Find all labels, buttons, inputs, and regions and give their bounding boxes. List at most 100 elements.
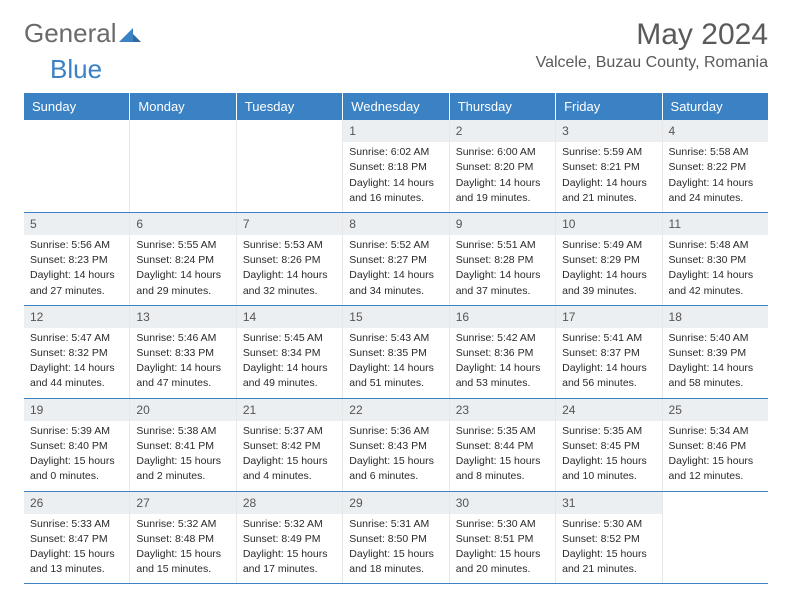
daylight-line-1: Daylight: 15 hours: [456, 547, 549, 561]
sunrise-line: Sunrise: 6:00 AM: [456, 145, 549, 159]
empty-cell: [130, 120, 236, 212]
day-cell: 28Sunrise: 5:32 AMSunset: 8:49 PMDayligh…: [237, 492, 343, 584]
sunrise-line: Sunrise: 5:47 AM: [30, 331, 123, 345]
calendar: SundayMondayTuesdayWednesdayThursdayFrid…: [24, 93, 768, 584]
sunset-line: Sunset: 8:26 PM: [243, 253, 336, 267]
day-number: 9: [450, 213, 555, 235]
daylight-line-2: and 51 minutes.: [349, 376, 442, 390]
day-cell: 21 Sunrise: 5:37 AMSunset: 8:42 PMDayligh…: [237, 399, 343, 491]
weekday-header-row: SundayMondayTuesdayWednesdayThursdayFrid…: [24, 93, 768, 120]
day-number: 1: [343, 120, 448, 142]
sunset-line: Sunset: 8:35 PM: [349, 346, 442, 360]
day-body: Sunrise: 5:33 AMSunset: 8:47 PMDaylight:…: [24, 514, 129, 584]
sunset-line: Sunset: 8:44 PM: [456, 439, 549, 453]
day-cell: 5Sunrise: 5:56 AMSunset: 8:23 PMDaylight…: [24, 213, 130, 305]
day-cell: 18Sunrise: 5:40 AMSunset: 8:39 PMDayligh…: [663, 306, 768, 398]
sunrise-line: Sunrise: 5:34 AM: [669, 424, 762, 438]
day-cell: 17Sunrise: 5:41 AMSunset: 8:37 PMDayligh…: [556, 306, 662, 398]
daylight-line-1: Daylight: 14 hours: [30, 361, 123, 375]
daylight-line-1: Daylight: 15 hours: [349, 454, 442, 468]
day-number: 31: [556, 492, 661, 514]
day-number: 30: [450, 492, 555, 514]
daylight-line-2: and 32 minutes.: [243, 284, 336, 298]
sunrise-line: Sunrise: 5:46 AM: [136, 331, 229, 345]
daylight-line-1: Daylight: 14 hours: [456, 176, 549, 190]
week-row: 5Sunrise: 5:56 AMSunset: 8:23 PMDaylight…: [24, 213, 768, 306]
sunrise-line: Sunrise: 5:43 AM: [349, 331, 442, 345]
daylight-line-2: and 27 minutes.: [30, 284, 123, 298]
sunset-line: Sunset: 8:45 PM: [562, 439, 655, 453]
day-body: Sunrise: 5:48 AMSunset: 8:30 PMDaylight:…: [663, 235, 768, 305]
daylight-line-2: and 13 minutes.: [30, 562, 123, 576]
sunrise-line: Sunrise: 5:52 AM: [349, 238, 442, 252]
day-body: Sunrise: 5:38 AMSunset: 8:41 PMDaylight:…: [130, 421, 235, 491]
day-body: Sunrise: 5:41 AMSunset: 8:37 PMDaylight:…: [556, 328, 661, 398]
daylight-line-1: Daylight: 15 hours: [243, 454, 336, 468]
day-cell: 14Sunrise: 5:45 AMSunset: 8:34 PMDayligh…: [237, 306, 343, 398]
sunrise-line: Sunrise: 5:55 AM: [136, 238, 229, 252]
day-number: 15: [343, 306, 448, 328]
daylight-line-2: and 16 minutes.: [349, 191, 442, 205]
day-cell: 16Sunrise: 5:42 AMSunset: 8:36 PMDayligh…: [450, 306, 556, 398]
day-cell: 15Sunrise: 5:43 AMSunset: 8:35 PMDayligh…: [343, 306, 449, 398]
day-number: 12: [24, 306, 129, 328]
sunset-line: Sunset: 8:22 PM: [669, 160, 762, 174]
day-cell: 19Sunrise: 5:39 AMSunset: 8:40 PMDayligh…: [24, 399, 130, 491]
day-cell: 29Sunrise: 5:31 AMSunset: 8:50 PMDayligh…: [343, 492, 449, 584]
daylight-line-2: and 15 minutes.: [136, 562, 229, 576]
sunset-line: Sunset: 8:52 PM: [562, 532, 655, 546]
sunrise-line: Sunrise: 5:36 AM: [349, 424, 442, 438]
daylight-line-2: and 56 minutes.: [562, 376, 655, 390]
daylight-line-1: Daylight: 15 hours: [562, 547, 655, 561]
day-number: 11: [663, 213, 768, 235]
sunset-line: Sunset: 8:20 PM: [456, 160, 549, 174]
day-number: 7: [237, 213, 342, 235]
day-number: 24: [556, 399, 661, 421]
sunrise-line: Sunrise: 5:35 AM: [456, 424, 549, 438]
empty-cell: [24, 120, 130, 212]
sunset-line: Sunset: 8:36 PM: [456, 346, 549, 360]
calendar-body: 1Sunrise: 6:02 AMSunset: 8:18 PMDaylight…: [24, 120, 768, 584]
daylight-line-2: and 6 minutes.: [349, 469, 442, 483]
day-body: Sunrise: 5:46 AMSunset: 8:33 PMDaylight:…: [130, 328, 235, 398]
sunset-line: Sunset: 8:21 PM: [562, 160, 655, 174]
day-cell: 3Sunrise: 5:59 AMSunset: 8:21 PMDaylight…: [556, 120, 662, 212]
day-cell: 24Sunrise: 5:35 AMSunset: 8:45 PMDayligh…: [556, 399, 662, 491]
day-body: Sunrise: 5:45 AMSunset: 8:34 PMDaylight:…: [237, 328, 342, 398]
sunset-line: Sunset: 8:42 PM: [243, 439, 336, 453]
day-cell: 7Sunrise: 5:53 AMSunset: 8:26 PMDaylight…: [237, 213, 343, 305]
week-row: 1Sunrise: 6:02 AMSunset: 8:18 PMDaylight…: [24, 120, 768, 213]
sunrise-line: Sunrise: 5:37 AM: [243, 424, 336, 438]
day-number: 4: [663, 120, 768, 142]
day-body: Sunrise: 5:52 AMSunset: 8:27 PMDaylight:…: [343, 235, 448, 305]
daylight-line-2: and 44 minutes.: [30, 376, 123, 390]
day-number: 20: [130, 399, 235, 421]
daylight-line-1: Daylight: 14 hours: [136, 361, 229, 375]
day-body: Sunrise: 6:02 AMSunset: 8:18 PMDaylight:…: [343, 142, 448, 212]
daylight-line-1: Daylight: 15 hours: [562, 454, 655, 468]
daylight-line-2: and 20 minutes.: [456, 562, 549, 576]
daylight-line-1: Daylight: 14 hours: [562, 361, 655, 375]
daylight-line-1: Daylight: 14 hours: [456, 268, 549, 282]
sunrise-line: Sunrise: 5:58 AM: [669, 145, 762, 159]
location-text: Valcele, Buzau County, Romania: [536, 54, 768, 72]
day-cell: 8Sunrise: 5:52 AMSunset: 8:27 PMDaylight…: [343, 213, 449, 305]
sunset-line: Sunset: 8:27 PM: [349, 253, 442, 267]
weekday-header: Saturday: [663, 93, 768, 120]
day-number: 27: [130, 492, 235, 514]
week-row: 26Sunrise: 5:33 AMSunset: 8:47 PMDayligh…: [24, 492, 768, 585]
daylight-line-2: and 21 minutes.: [562, 562, 655, 576]
sunrise-line: Sunrise: 5:30 AM: [456, 517, 549, 531]
day-number: 18: [663, 306, 768, 328]
day-cell: 9Sunrise: 5:51 AMSunset: 8:28 PMDaylight…: [450, 213, 556, 305]
sunset-line: Sunset: 8:33 PM: [136, 346, 229, 360]
day-number: 21: [237, 399, 342, 421]
day-body: Sunrise: 5:31 AMSunset: 8:50 PMDaylight:…: [343, 514, 448, 584]
sunrise-line: Sunrise: 5:32 AM: [136, 517, 229, 531]
daylight-line-1: Daylight: 15 hours: [30, 547, 123, 561]
sunrise-line: Sunrise: 5:42 AM: [456, 331, 549, 345]
day-body: Sunrise: 5:34 AMSunset: 8:46 PMDaylight:…: [663, 421, 768, 491]
daylight-line-1: Daylight: 14 hours: [669, 268, 762, 282]
sunset-line: Sunset: 8:24 PM: [136, 253, 229, 267]
empty-cell: [237, 120, 343, 212]
